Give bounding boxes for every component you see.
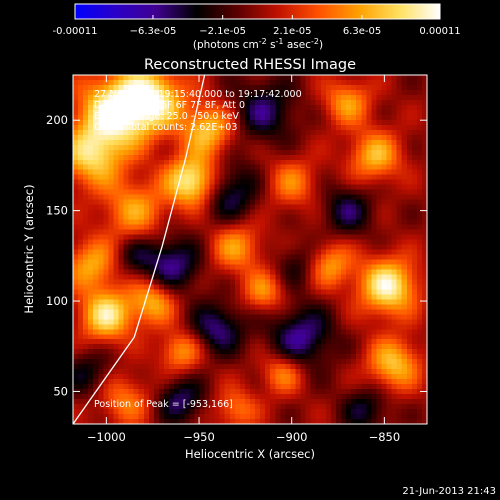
annotation-counts: Clean. Total counts: 2.62E+03 — [94, 122, 237, 133]
colorbar-tick-label: −2.1e-05 — [199, 26, 246, 37]
y-axis-label: Heliocentric Y (arcsec) — [22, 184, 36, 313]
colorbar-tick-label: -0.00011 — [53, 26, 98, 37]
colorbar-unit: (photons cm-2 s-1 asec-2) — [193, 37, 323, 51]
x-tick-label: −950 — [183, 430, 215, 444]
chart-title: Reconstructed RHESSI Image — [144, 57, 356, 73]
plot-frame — [72, 74, 428, 425]
colorbar-ticks: -0.00011 −6.3e-05 −2.1e-05 2.1e-05 6.3e-05 0.… — [53, 15, 461, 37]
peak-position-label: Position of Peak = [-953,166] — [94, 399, 233, 410]
annotation-time-range: 27-Nov-2004 19:15:40.000 to 19:17:42.000 — [94, 89, 302, 100]
x-tick-label: −850 — [369, 430, 401, 444]
y-tick-label: 50 — [53, 384, 68, 398]
colorbar-swatch — [74, 3, 441, 20]
render-timestamp: 21-Jun-2013 21:43 — [402, 486, 496, 497]
colorbar-tick-label: −6.3e-05 — [130, 26, 177, 37]
x-axis-label: Heliocentric X (arcsec) — [185, 447, 315, 461]
colorbar-tick-label: 6.3e-05 — [343, 26, 381, 37]
plot-area: −1000 −950 −900 −850 50 100 150 200 — [46, 74, 428, 444]
y-tick-label: 200 — [46, 113, 68, 127]
x-tick-label: −1000 — [87, 430, 126, 444]
x-tick-label: −900 — [276, 430, 308, 444]
colorbar-tick-label: 2.1e-05 — [273, 26, 311, 37]
y-tick-label: 150 — [46, 204, 68, 218]
colorbar-tick-label: 0.00011 — [419, 26, 460, 37]
axis-ticks: −1000 −950 −900 −850 50 100 150 200 — [46, 75, 427, 444]
colorbar: -0.00011 −6.3e-05 −2.1e-05 2.1e-05 6.3e-05 0.… — [53, 3, 461, 51]
annotations: 27-Nov-2004 19:15:40.000 to 19:17:42.000… — [94, 89, 302, 410]
heatmap-image — [73, 75, 427, 424]
annotation-detectors: Detectors: 4F 5F 6F 7F 8F, Att 0 — [94, 100, 245, 111]
solar-limb-curve — [73, 75, 206, 424]
y-tick-label: 100 — [46, 294, 68, 308]
annotation-energy: Energy Range: 25.0 - 50.0 keV — [94, 111, 239, 122]
